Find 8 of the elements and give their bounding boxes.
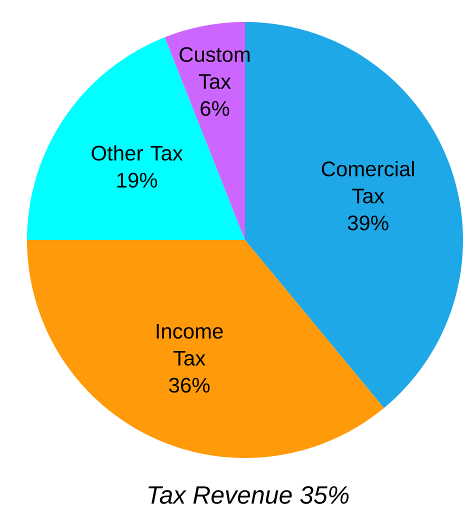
text: Tax Revenue 35% [148, 486, 349, 504]
slice-label: Income Tax [156, 324, 223, 366]
data-label: 19% [117, 172, 158, 188]
data-label: 6% [200, 101, 230, 116]
data-label: 36% [169, 378, 210, 393]
slice-label: Other Tax [92, 145, 183, 161]
data-label: 39% [348, 216, 388, 230]
slice-label: Comercial Tax [322, 160, 414, 204]
